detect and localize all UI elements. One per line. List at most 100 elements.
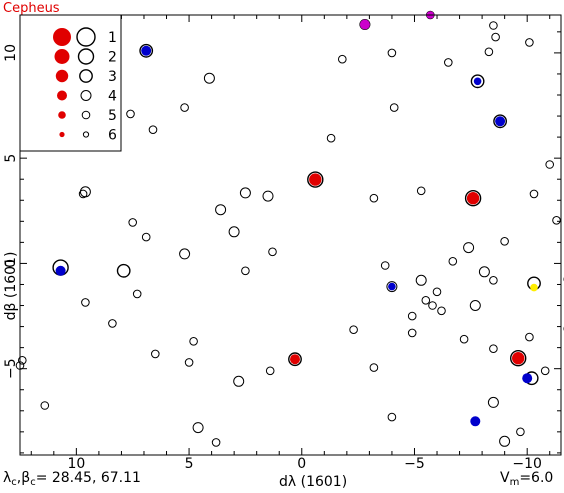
star-outline (189, 337, 198, 346)
star-outline (421, 296, 431, 305)
y-tick-label: 10 (3, 44, 19, 62)
stars-layer (15, 10, 564, 447)
star-outline (78, 189, 88, 199)
plot-frame (19, 14, 562, 456)
star-outline (448, 257, 458, 266)
star-outline (387, 412, 397, 422)
star-outline (489, 344, 498, 354)
star-outline (211, 438, 221, 447)
star-outline (484, 47, 494, 57)
star-outline (407, 311, 417, 321)
star-outline (387, 48, 397, 58)
star-outline (116, 263, 131, 278)
star-outline (459, 334, 469, 344)
star-outline (386, 281, 398, 293)
star-filled-blue (522, 373, 533, 384)
star-outline (239, 187, 251, 199)
star-outline (203, 72, 215, 84)
lambda-symbol: λ (3, 470, 12, 486)
legend-filled-marker (55, 69, 69, 83)
lambda-subscript: c (11, 477, 17, 488)
star-outline (148, 125, 158, 134)
star-filled-blue (55, 265, 66, 276)
vm-value: =6.0 (519, 470, 554, 486)
star-filled-blue (470, 416, 481, 427)
star-outline (493, 114, 507, 129)
legend-magnitude-label: 4 (108, 89, 117, 105)
y-axis-label: dβ (1601) (3, 252, 19, 321)
star-outline (241, 266, 250, 276)
legend-magnitude-label: 5 (108, 108, 117, 124)
x-tick-label: 5 (185, 456, 194, 472)
star-outline (516, 427, 525, 437)
star-filled-red (309, 173, 322, 186)
star-outline (79, 186, 91, 198)
star-filled-red (290, 354, 300, 365)
star-outline (416, 186, 426, 196)
star-outline (369, 363, 379, 372)
legend-magnitude-label: 2 (108, 50, 117, 66)
legend-filled-marker (54, 49, 70, 64)
x-tick-label: 10 (67, 456, 85, 472)
legend: 1 2 3 4 5 6 (19, 14, 122, 152)
star-outline (380, 261, 390, 270)
star-outline (132, 289, 142, 299)
legend-outline-marker (81, 110, 91, 120)
magnitude-limit: Vm=6.0 (500, 470, 553, 488)
y-tick-label: 0 (3, 259, 19, 268)
star-filled-blue (388, 282, 396, 291)
legend-magnitude-label: 6 (108, 128, 117, 144)
star-outline (407, 328, 417, 338)
star-filled-magenta (359, 19, 370, 30)
y-tick-label: 5 (3, 154, 19, 163)
star-outline (470, 74, 485, 89)
star-outline (233, 375, 245, 387)
legend-outline-marker (79, 69, 93, 83)
star-outline (180, 103, 189, 112)
star-filled-red (512, 352, 525, 365)
star-outline (262, 190, 274, 202)
star-outline (529, 189, 539, 199)
legend-filled-marker (59, 131, 65, 138)
star-outline (464, 189, 482, 207)
star-outline (389, 103, 399, 112)
legend-outline-marker (80, 90, 92, 101)
star-outline (268, 247, 277, 257)
star-outline (349, 325, 358, 335)
star-outline (478, 266, 490, 278)
beta-subscript: c (30, 477, 36, 488)
x-tick-label: −5 (404, 456, 425, 472)
star-outline (545, 160, 555, 169)
star-outline (491, 32, 500, 42)
star-outline (463, 242, 475, 254)
star-filled-blue (141, 45, 152, 56)
vm-subscript: m (509, 477, 520, 488)
legend-filled-marker (57, 90, 67, 101)
star-outline (184, 358, 194, 367)
star-outline (552, 216, 561, 225)
star-outline (81, 298, 90, 307)
star-outline (326, 133, 336, 143)
star-outline (18, 356, 27, 365)
star-outline (489, 21, 498, 30)
x-tick-label: −10 (512, 456, 542, 472)
star-outline (489, 276, 498, 285)
star-outline (469, 300, 481, 311)
star-outline (428, 301, 437, 310)
legend-magnitude-label: 3 (108, 69, 117, 85)
legend-outline-marker (77, 48, 95, 65)
star-outline (141, 232, 151, 242)
vm-symbol: V (500, 470, 510, 486)
star-outline (432, 287, 442, 297)
star-outline (139, 43, 154, 58)
legend-filled-marker (58, 111, 66, 119)
y-tick-label: −5 (3, 358, 19, 379)
star-outline (444, 58, 453, 67)
star-filled-red (466, 192, 480, 205)
star-outline (525, 332, 534, 342)
chart-title: Cepheus (3, 1, 60, 16)
star-outline (415, 274, 427, 286)
star-filled-blue (473, 77, 482, 86)
star-outline (540, 366, 550, 376)
x-axis-label: dλ (1601) (279, 474, 347, 490)
